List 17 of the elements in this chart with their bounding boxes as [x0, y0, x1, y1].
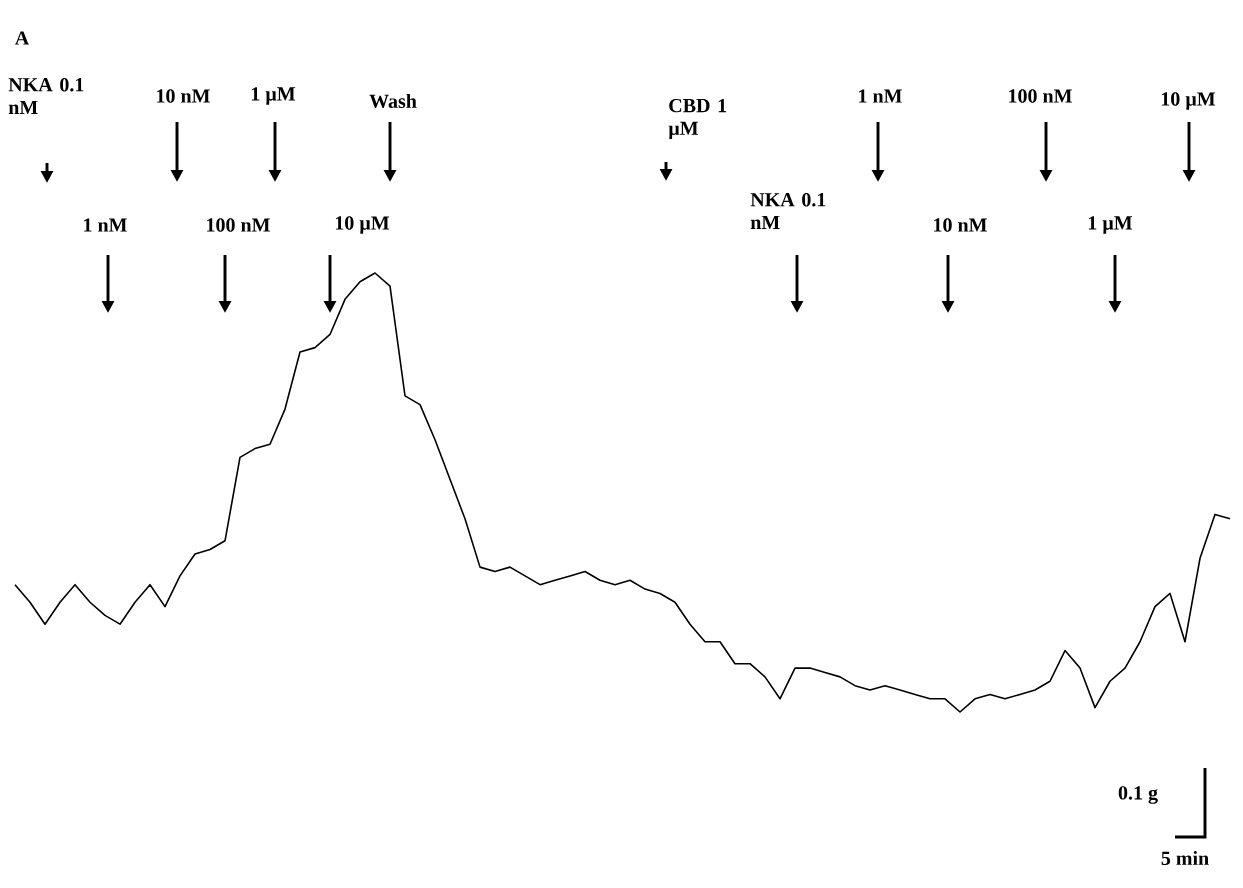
text: 5 min: [1161, 850, 1209, 866]
text: 100 nM: [207, 218, 270, 232]
text: Wash: [369, 93, 417, 109]
text: NKA 0.1 nM: [8, 78, 84, 114]
text: NKA 0.1 nM: [750, 193, 826, 229]
text: 1 µM: [1088, 216, 1133, 234]
text: A: [14, 31, 30, 45]
text: 10 nM: [157, 89, 210, 103]
text: CBD 1 µM: [668, 98, 727, 140]
text: 1 µM: [251, 87, 296, 105]
text: 10 µM: [335, 216, 390, 234]
text: 10 µM: [1161, 92, 1216, 110]
text: 1 nM: [859, 89, 902, 103]
text: 100 nM: [1009, 89, 1072, 103]
text: 1 nM: [84, 218, 127, 232]
text: 0.1 g: [1118, 786, 1158, 804]
text: 10 nM: [934, 218, 987, 232]
